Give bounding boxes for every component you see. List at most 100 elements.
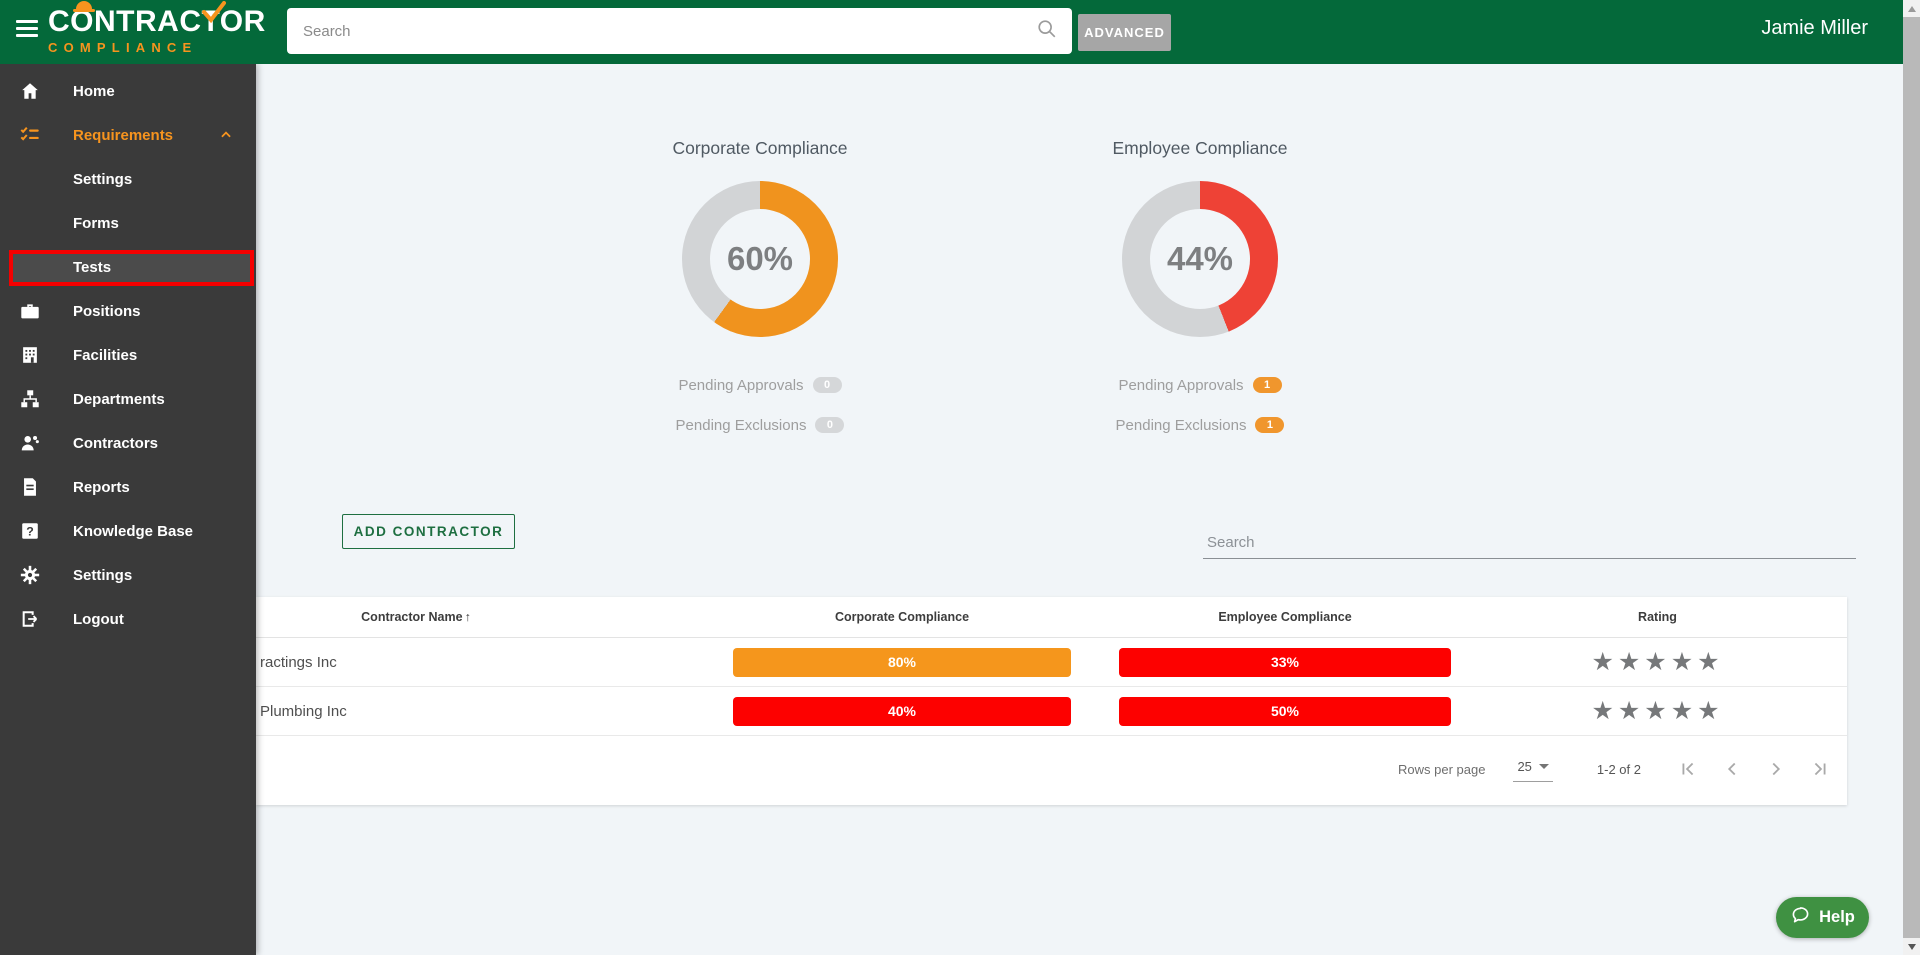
last-page-button[interactable]	[1809, 758, 1831, 780]
column-header-employee-compliance: Employee Compliance	[1218, 610, 1352, 624]
column-header-rating: Rating	[1638, 610, 1677, 624]
corporate-compliance-bar: 40%	[733, 696, 1071, 726]
corporate-compliance-bar: 80%	[733, 647, 1071, 677]
menu-hamburger-icon[interactable]	[16, 20, 38, 37]
question-icon: ?	[18, 519, 42, 543]
app-logo[interactable]: CONTRACTOR COMPLIANCE	[48, 1, 265, 56]
pagination-range-label: 1-2 of 2	[1596, 761, 1641, 777]
building-icon	[18, 343, 42, 367]
scrollbar-thumb[interactable]	[1903, 17, 1920, 938]
pending-counters: Pending Approvals 0 Pending Exclusions 0	[600, 373, 920, 437]
sidebar-item-requirements[interactable]: Requirements	[0, 113, 256, 157]
pending-row-pending-exclusions: Pending Exclusions 1	[1040, 413, 1360, 437]
search-icon[interactable]	[1036, 18, 1058, 45]
sidebar-item-label: Departments	[73, 390, 165, 408]
sort-asc-icon: ↑	[464, 610, 471, 624]
contractor-name-cell: ractings Inc	[260, 653, 337, 671]
panel-title: Employee Compliance	[1112, 138, 1288, 158]
sidebar-item-label: Contractors	[73, 434, 159, 452]
employee-compliance-panel: Employee Compliance 44% Pending Approval…	[1040, 138, 1360, 453]
contractor-name-cell: Plumbing Inc	[260, 702, 347, 720]
global-search-input[interactable]	[301, 21, 1036, 41]
logo-line2: COMPLIANCE	[48, 40, 198, 55]
main-content: Corporate Compliance 60% Pending Approva…	[256, 64, 1903, 955]
first-page-button[interactable]	[1677, 758, 1699, 780]
sidebar-item-contractors[interactable]: Contractors	[0, 421, 256, 465]
sidebar-item-logout[interactable]: Logout	[0, 597, 256, 641]
table-search-input[interactable]	[1203, 526, 1856, 559]
sidebar-item-label: Reports	[73, 478, 130, 496]
previous-page-button[interactable]	[1721, 758, 1743, 780]
sidebar-item-knowledge-base[interactable]: ? Knowledge Base	[0, 509, 256, 553]
column-header-contractor-name: Contractor Name ↑	[256, 610, 702, 624]
help-button[interactable]: Help	[1776, 897, 1869, 938]
advanced-search-button[interactable]: ADVANCED	[1078, 14, 1171, 51]
pending-row-pending-approvals: Pending Approvals 0	[600, 373, 920, 397]
sidebar-item-settings[interactable]: Settings	[0, 157, 256, 201]
hardhat-icon	[73, 1, 95, 12]
sidebar-item-label: Requirements	[73, 126, 174, 144]
corporate-compliance-panel: Corporate Compliance 60% Pending Approva…	[600, 138, 920, 453]
briefcase-icon	[18, 299, 42, 323]
org-chart-icon	[18, 387, 42, 411]
global-search-box	[287, 8, 1072, 54]
sidebar-item-departments[interactable]: Departments	[0, 377, 256, 421]
chevron-up-icon[interactable]	[218, 128, 234, 146]
annotation-highlight-tests	[9, 250, 254, 286]
sidebar-item-forms[interactable]: Forms	[0, 201, 256, 245]
column-header-corporate-compliance: Corporate Compliance	[834, 610, 970, 624]
sort-contractor-name[interactable]: Contractor Name ↑	[361, 610, 471, 624]
pending-label: Pending Approvals	[678, 376, 804, 394]
chat-bubble-icon	[1790, 905, 1811, 930]
table-row[interactable]: Plumbing Inc 40% 50% ★★★★★	[256, 687, 1847, 736]
next-page-button[interactable]	[1765, 758, 1787, 780]
panel-title: Corporate Compliance	[672, 138, 848, 158]
sidebar-item-label: Logout	[73, 610, 124, 628]
sidebar-item-tests[interactable]: Tests	[0, 245, 256, 289]
sidebar-item-label: Forms	[73, 214, 119, 232]
pending-row-pending-approvals: Pending Approvals 1	[1040, 373, 1360, 397]
gear-icon	[18, 563, 42, 587]
add-contractor-button[interactable]: ADD CONTRACTOR	[342, 514, 515, 549]
count-badge: 0	[815, 417, 845, 433]
logout-icon	[18, 607, 42, 631]
user-name[interactable]: Jamie Miller	[1761, 17, 1868, 39]
rows-per-page-select[interactable]: 25	[1513, 756, 1553, 782]
employee-compliance-donut-chart: 44%	[1122, 181, 1278, 337]
pending-label: Pending Exclusions	[1115, 416, 1247, 434]
worker-icon	[18, 431, 42, 455]
table-header-row: Contractor Name ↑ Corporate Compliance Em…	[256, 597, 1847, 638]
pending-counters: Pending Approvals 1 Pending Exclusions 1	[1040, 373, 1360, 437]
sidebar-item-label: Knowledge Base	[73, 522, 194, 540]
home-icon	[18, 79, 42, 103]
rows-per-page-label: Rows per page	[1397, 761, 1486, 777]
count-badge: 1	[1252, 377, 1282, 393]
sidebar-nav-list: Home Requirements Settings Forms Tests Positi…	[0, 64, 256, 641]
scroll-up-arrow[interactable]	[1903, 0, 1920, 17]
sidebar-item-label: Settings	[73, 566, 133, 584]
pending-label: Pending Approvals	[1118, 376, 1244, 394]
sidebar-item-settings[interactable]: Settings	[0, 553, 256, 597]
table-body: ractings Inc 80% 33% ★★★★★ Plumbing Inc 40% 50…	[256, 638, 1847, 736]
app-header: CONTRACTOR COMPLIANCE ADVANCED Jamie Mil…	[0, 0, 1920, 64]
scroll-down-arrow[interactable]	[1903, 938, 1920, 955]
employee-compliance-bar: 33%	[1119, 647, 1451, 677]
rating-stars: ★★★★★	[1591, 697, 1724, 725]
pending-label: Pending Exclusions	[675, 416, 807, 434]
checklist-icon	[18, 123, 42, 147]
sidebar-item-positions[interactable]: Positions	[0, 289, 256, 333]
pending-row-pending-exclusions: Pending Exclusions 0	[600, 413, 920, 437]
count-badge: 1	[1255, 417, 1285, 433]
count-badge: 0	[812, 377, 842, 393]
document-icon	[18, 475, 42, 499]
svg-text:?: ?	[26, 525, 34, 539]
checkmark-icon	[200, 0, 226, 30]
donut-percent-label: 60%	[710, 209, 810, 309]
sidebar-item-home[interactable]: Home	[0, 69, 256, 113]
sidebar-item-reports[interactable]: Reports	[0, 465, 256, 509]
contractors-table-card: Contractor Name ↑ Corporate Compliance Em…	[256, 597, 1847, 805]
table-pagination: Rows per page 25 1-2 of 2	[1398, 734, 1831, 804]
table-row[interactable]: ractings Inc 80% 33% ★★★★★	[256, 638, 1847, 687]
sidebar-item-facilities[interactable]: Facilities	[0, 333, 256, 377]
logo-line1: CONTRACTOR	[48, 1, 265, 38]
